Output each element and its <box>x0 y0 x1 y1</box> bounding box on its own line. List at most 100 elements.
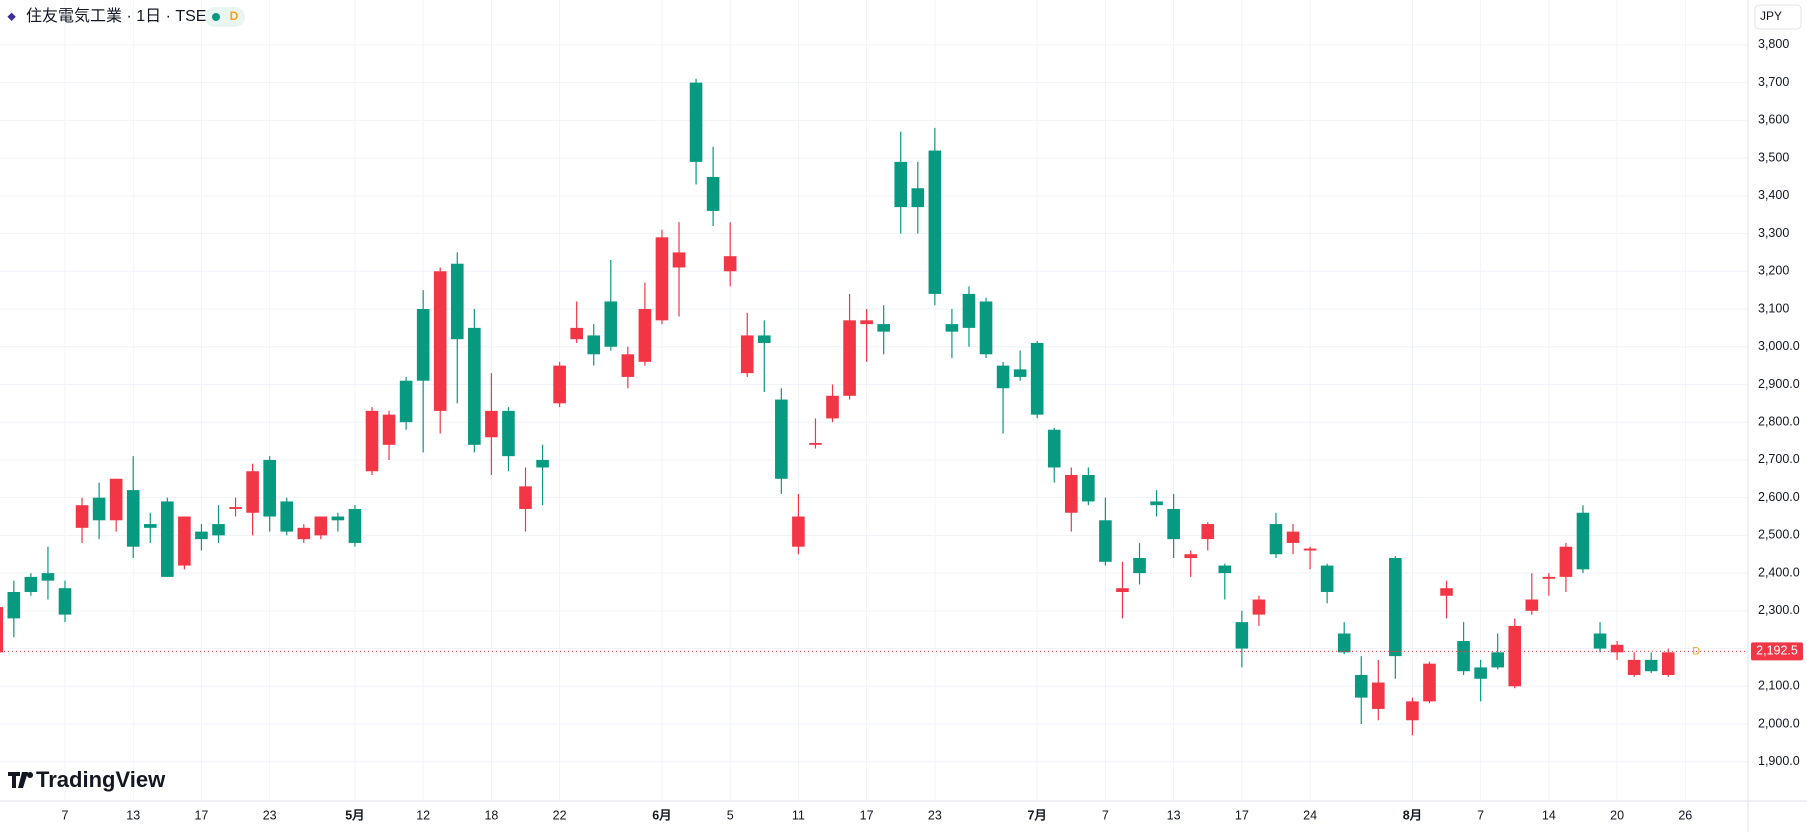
currency-label[interactable]: JPY <box>1760 9 1782 23</box>
candle-body <box>894 161 908 208</box>
candle-body <box>809 442 822 445</box>
y-tick-label: 2,800.0 <box>1758 414 1800 428</box>
candle-body <box>331 516 345 521</box>
candle-body <box>519 486 532 509</box>
candle-body <box>1559 546 1573 577</box>
candle-body <box>416 309 430 381</box>
candle-body <box>280 501 294 532</box>
candle-body <box>7 591 21 619</box>
x-tick-label: 23 <box>928 808 942 822</box>
y-tick-label: 3,200 <box>1758 264 1789 278</box>
y-tick-label: 2,600.0 <box>1758 490 1800 504</box>
candle-body <box>502 410 515 457</box>
x-tick-label: 7 <box>1102 808 1109 822</box>
candle-body <box>638 309 652 362</box>
x-tick-label: 13 <box>126 808 140 822</box>
candle-body <box>536 459 549 468</box>
candle-body <box>1372 682 1385 709</box>
x-tick-label: 7 <box>1477 808 1484 822</box>
candle-body <box>1235 622 1249 649</box>
candle-body <box>1593 633 1607 649</box>
x-tick-label: 11 <box>792 808 805 822</box>
candle-body <box>1644 659 1658 672</box>
candle-body <box>1389 558 1402 657</box>
candle-body <box>212 524 225 536</box>
candle-body <box>450 263 464 340</box>
candle-body <box>92 497 106 521</box>
x-tick-label: 20 <box>1610 808 1624 822</box>
candle-body <box>161 501 174 577</box>
candle-body <box>195 531 208 540</box>
candle-body <box>178 516 191 566</box>
logo-icon <box>8 772 34 788</box>
x-tick-label: 17 <box>194 808 208 822</box>
candle-body <box>996 365 1010 389</box>
candle-body <box>1525 599 1539 611</box>
x-tick-label: 14 <box>1542 808 1556 822</box>
candle-body <box>41 573 55 581</box>
candle-body <box>792 516 805 547</box>
x-tick-label: 7 <box>62 808 69 822</box>
candle-body <box>775 399 788 479</box>
candle-body <box>1030 342 1044 415</box>
candle-body <box>672 252 686 268</box>
x-tick-label: 24 <box>1303 808 1317 822</box>
x-tick-label: 13 <box>1167 808 1181 822</box>
currency-button[interactable] <box>1754 4 1802 30</box>
y-tick-label: 3,000.0 <box>1758 339 1800 353</box>
candles <box>0 78 1675 736</box>
candle-body <box>382 414 396 445</box>
y-tick-label: 2,000.0 <box>1758 716 1800 730</box>
x-tick-label: 23 <box>263 808 277 822</box>
candle-body <box>1320 565 1334 592</box>
y-tick-label: 2,700.0 <box>1758 452 1800 466</box>
candle-body <box>723 256 737 272</box>
candle-body <box>655 237 669 321</box>
candle-body <box>399 380 413 423</box>
candle-body <box>1167 508 1180 540</box>
x-tick-label: 22 <box>553 808 567 822</box>
candle-body <box>604 301 618 347</box>
candle-body <box>877 324 890 332</box>
y-tick-label: 2,300.0 <box>1758 603 1800 617</box>
chart-title: 住友電気工業 · 1日 · TSE <box>26 7 206 25</box>
candle-body <box>1082 475 1095 502</box>
candle-body <box>0 607 4 653</box>
candle-body <box>246 471 259 513</box>
candle-body <box>143 524 157 528</box>
candle-body <box>587 335 601 355</box>
candle-body <box>365 410 379 472</box>
x-tick-label: 17 <box>1235 808 1249 822</box>
x-tick-label: 12 <box>416 808 430 822</box>
candle-body <box>1627 659 1641 675</box>
y-tick-label: 3,700 <box>1758 75 1789 89</box>
candle-body <box>1013 369 1027 377</box>
x-tick-label: 5 <box>727 808 734 822</box>
candle-body <box>297 527 311 540</box>
candle-body <box>843 320 856 396</box>
candle-body <box>1150 501 1163 506</box>
last-price-box <box>1751 642 1803 661</box>
y-tick-label: 2,400.0 <box>1758 565 1800 579</box>
candle-body <box>1337 633 1351 653</box>
x-tick-label: 5月 <box>345 808 364 822</box>
candle-body <box>945 324 959 332</box>
candle-body <box>263 459 276 517</box>
y-tick-label: 2,100.0 <box>1758 679 1800 693</box>
candle-body <box>468 327 481 445</box>
y-tick-label: 2,900.0 <box>1758 377 1800 391</box>
x-tick-label: 7月 <box>1027 808 1046 822</box>
candle-body <box>229 507 242 509</box>
candle-body <box>1201 524 1215 540</box>
candle-body <box>126 490 140 547</box>
candle-body <box>485 410 498 438</box>
candle-body <box>911 188 925 208</box>
candle-body <box>1252 599 1266 615</box>
y-tick-label: 2,500.0 <box>1758 528 1800 542</box>
candle-body <box>1406 701 1419 721</box>
candle-body <box>1661 652 1675 675</box>
candle-body <box>75 505 89 528</box>
candle-body <box>24 576 38 592</box>
